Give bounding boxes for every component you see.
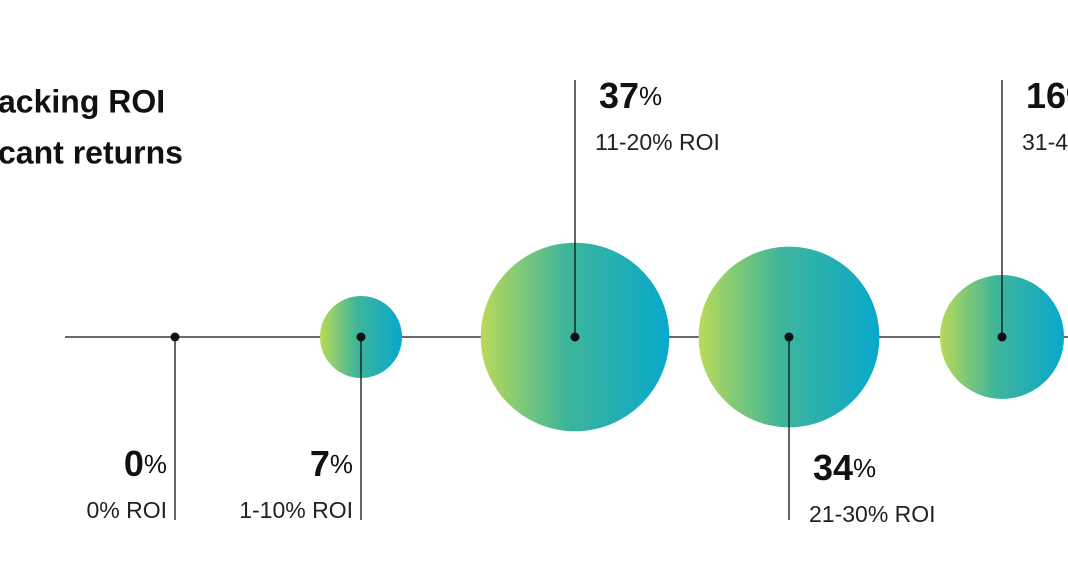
- value-unit: %: [1066, 81, 1068, 111]
- category-label: 1-10% ROI: [239, 497, 353, 523]
- category-label: 21-30% ROI: [809, 501, 936, 527]
- value-label: 0%: [124, 443, 167, 484]
- anchor-dot: [356, 332, 366, 342]
- value-number: 37: [599, 75, 639, 116]
- value-label: 34%: [813, 447, 876, 488]
- value-unit: %: [639, 81, 662, 111]
- value-label: 16%: [1026, 75, 1068, 116]
- value-label: 7%: [310, 443, 353, 484]
- value-label: 37%: [599, 75, 662, 116]
- anchor-dot: [170, 332, 180, 342]
- value-number: 16: [1026, 75, 1066, 116]
- value-number: 34: [813, 447, 853, 488]
- anchor-dot: [997, 332, 1007, 342]
- chart-title: cant returns: [0, 134, 183, 170]
- category-label: 0% ROI: [86, 497, 167, 523]
- value-unit: %: [330, 449, 353, 479]
- category-label: 11-20% ROI: [595, 129, 720, 155]
- value-unit: %: [144, 449, 167, 479]
- anchor-dot: [784, 332, 794, 342]
- category-label: 31-4: [1022, 129, 1068, 155]
- chart-title: acking ROI: [0, 83, 165, 119]
- value-unit: %: [853, 453, 876, 483]
- value-number: 0: [124, 443, 144, 484]
- anchor-dot: [570, 332, 580, 342]
- value-number: 7: [310, 443, 330, 484]
